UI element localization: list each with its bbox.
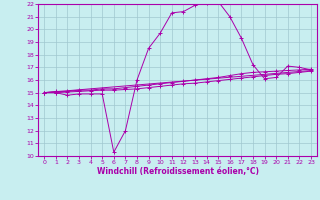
X-axis label: Windchill (Refroidissement éolien,°C): Windchill (Refroidissement éolien,°C) (97, 167, 259, 176)
